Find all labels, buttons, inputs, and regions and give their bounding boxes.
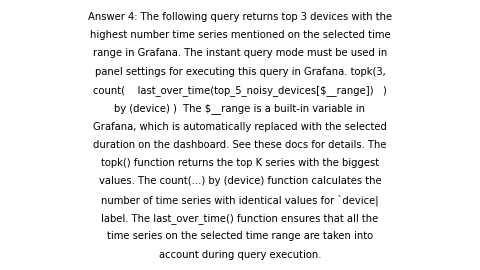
Text: Grafana, which is automatically replaced with the selected: Grafana, which is automatically replaced…: [93, 122, 387, 131]
Text: count(    last_over_time(top_5_noisy_devices[$__range])   ): count( last_over_time(top_5_noisy_device…: [93, 85, 387, 96]
Text: number of time series with identical values for `device|: number of time series with identical val…: [101, 195, 379, 206]
Text: values. The count(...) by (device) function calculates the: values. The count(...) by (device) funct…: [99, 176, 381, 186]
Text: label. The last_over_time() function ensures that all the: label. The last_over_time() function ens…: [101, 213, 379, 224]
Text: by (device) )  The $__range is a built-in variable in: by (device) ) The $__range is a built-in…: [115, 103, 365, 114]
Text: highest number time series mentioned on the selected time: highest number time series mentioned on …: [90, 30, 390, 40]
Text: panel settings for executing this query in Grafana. topk(3,: panel settings for executing this query …: [95, 67, 385, 77]
Text: Answer 4: The following query returns top 3 devices with the: Answer 4: The following query returns to…: [88, 12, 392, 22]
Text: time series on the selected time range are taken into: time series on the selected time range a…: [107, 231, 373, 241]
Text: duration on the dashboard. See these docs for details. The: duration on the dashboard. See these doc…: [93, 140, 387, 150]
Text: topk() function returns the top K series with the biggest: topk() function returns the top K series…: [101, 158, 379, 168]
Text: range in Grafana. The instant query mode must be used in: range in Grafana. The instant query mode…: [93, 48, 387, 58]
Text: account during query execution.: account during query execution.: [159, 249, 321, 259]
